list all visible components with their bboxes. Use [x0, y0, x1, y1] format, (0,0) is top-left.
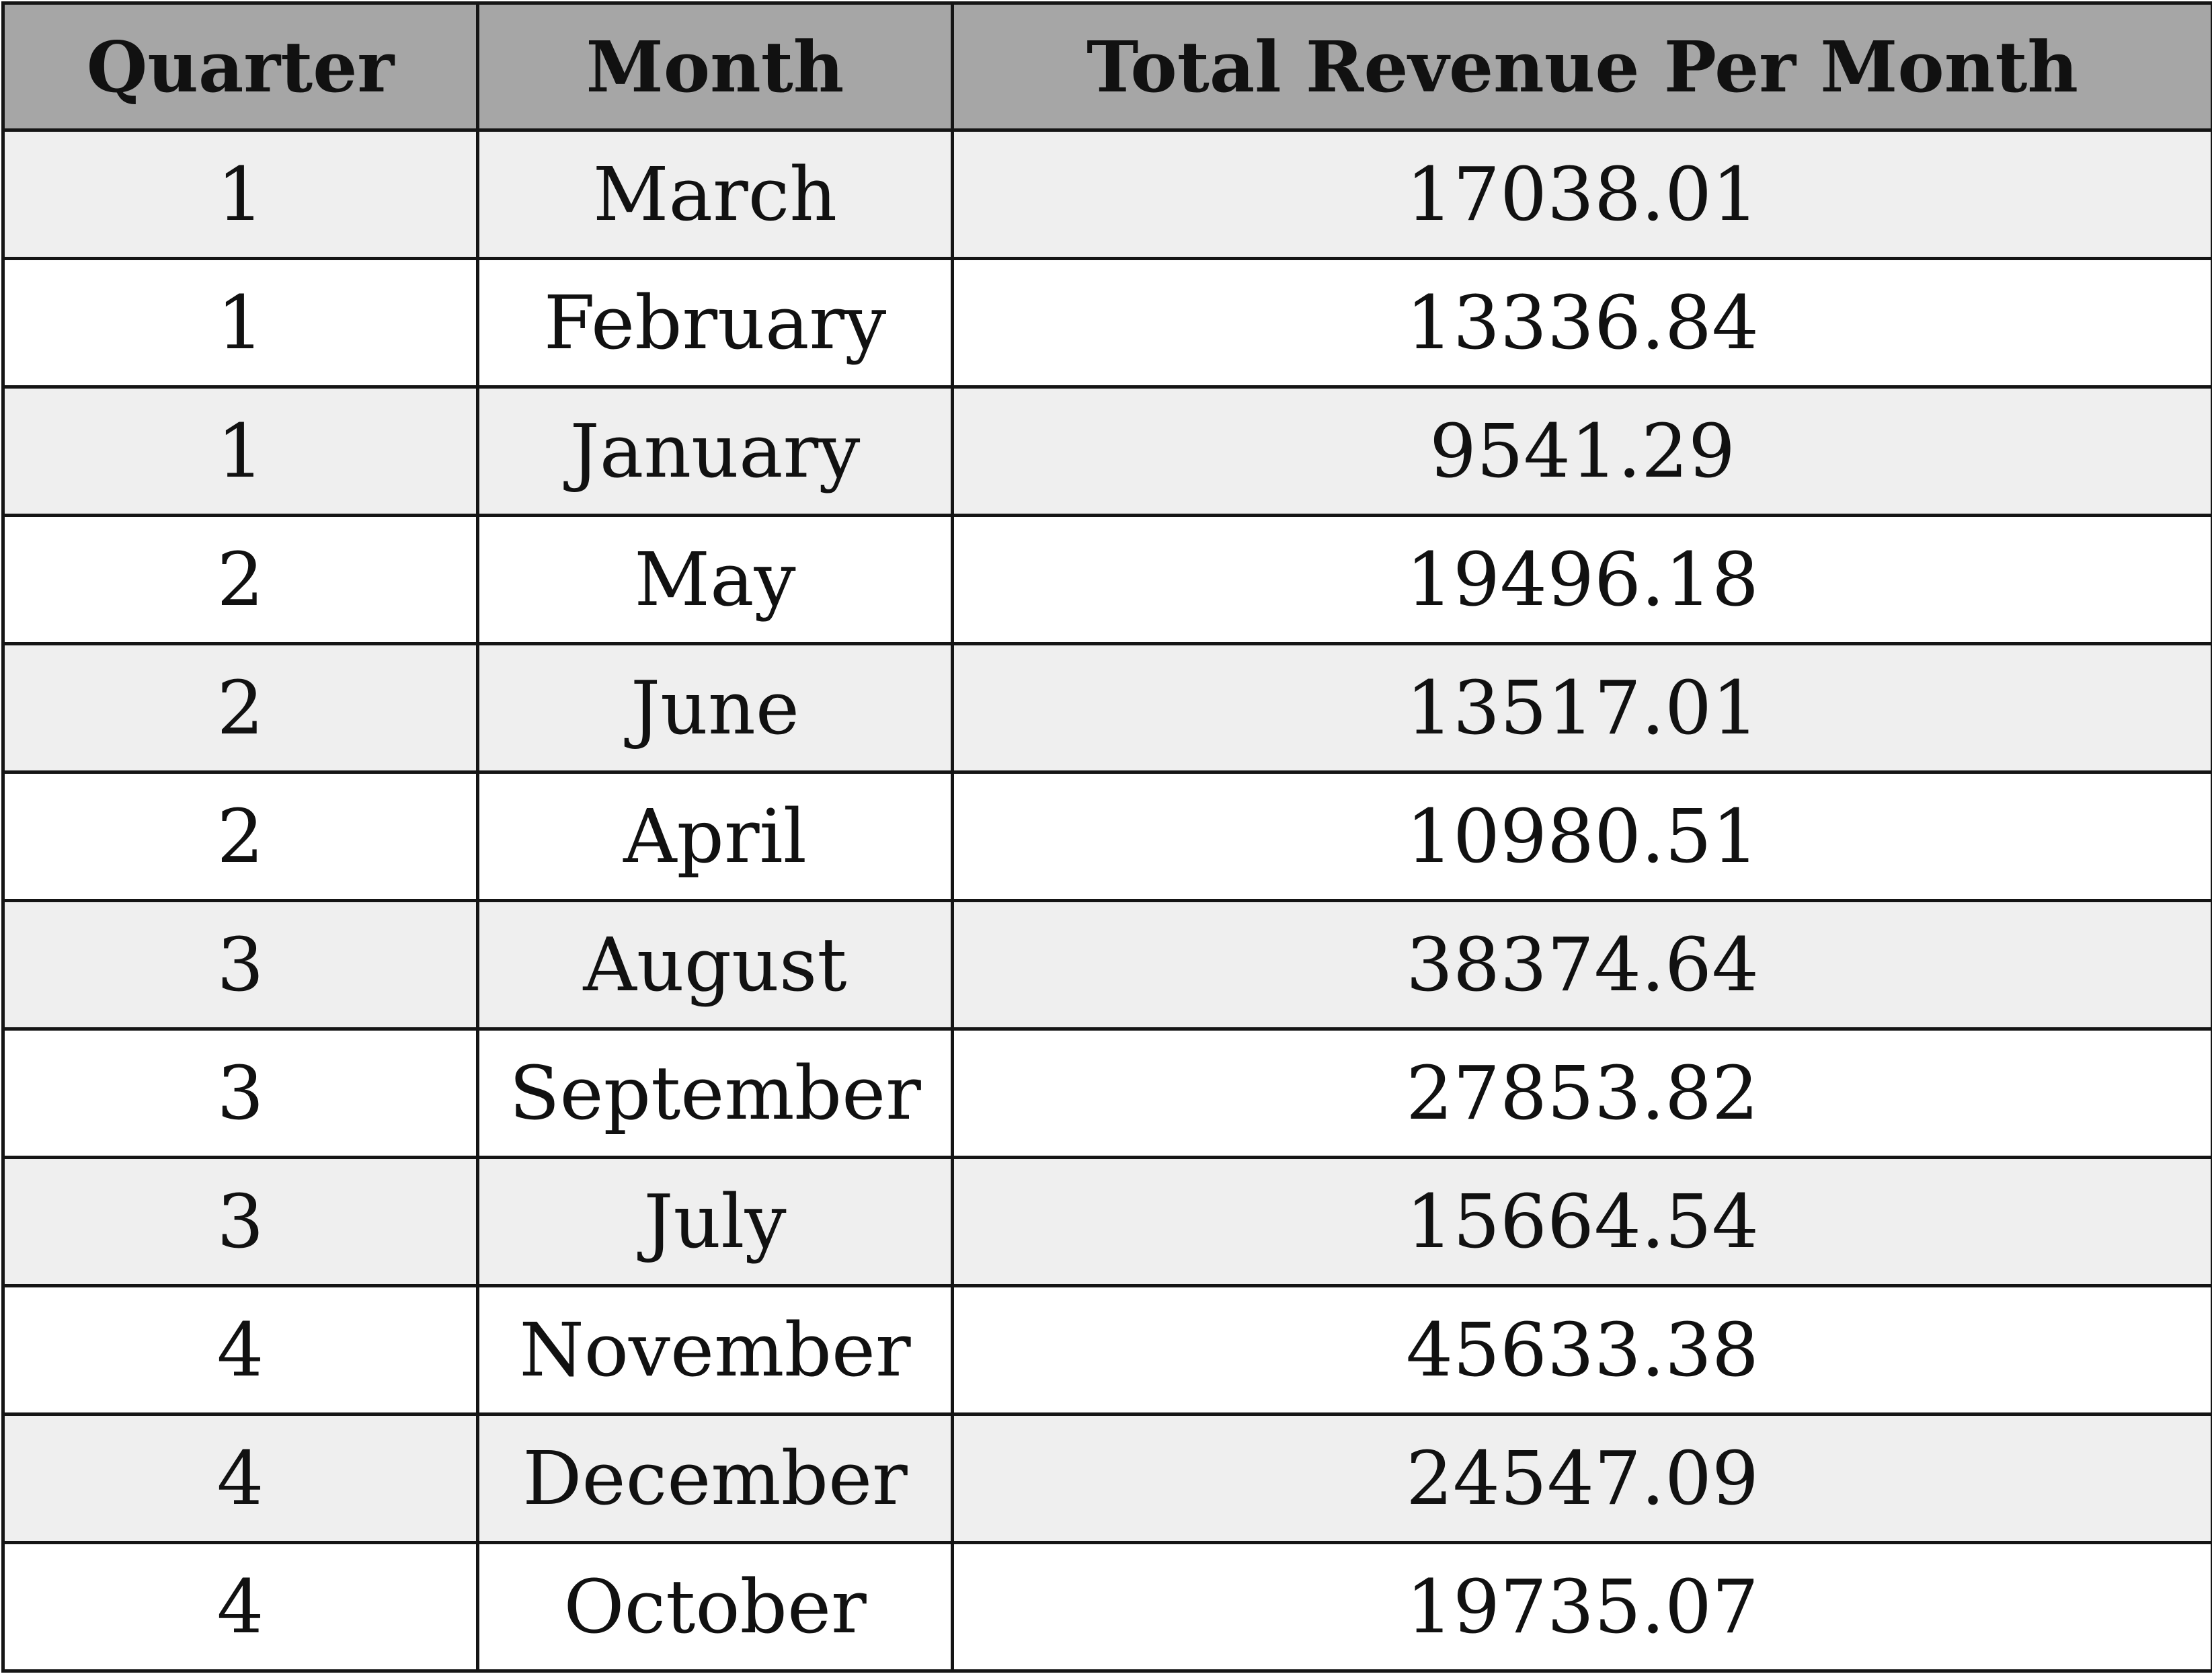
cell-quarter: 4	[1, 1284, 479, 1416]
cell-quarter: 1	[1, 385, 479, 517]
table-row: 1 February 13336.84	[1, 257, 2212, 389]
header-quarter: Quarter	[1, 1, 479, 132]
table-row: 2 June 13517.01	[1, 642, 2212, 774]
cell-month: June	[476, 642, 954, 774]
cell-quarter: 1	[1, 128, 479, 260]
header-row: Quarter Month Total Revenue Per Month	[1, 1, 2212, 132]
table-row: 3 September 27853.82	[1, 1027, 2212, 1159]
table-row: 1 January 9541.29	[1, 385, 2212, 517]
table-row: 4 November 45633.38	[1, 1284, 2212, 1416]
cell-revenue: 27853.82	[951, 1027, 2212, 1159]
cell-revenue: 10980.51	[951, 770, 2212, 902]
cell-month: January	[476, 385, 954, 517]
cell-revenue: 19735.07	[951, 1541, 2212, 1673]
cell-quarter: 4	[1, 1541, 479, 1673]
cell-revenue: 15664.54	[951, 1156, 2212, 1287]
cell-revenue: 24547.09	[951, 1412, 2212, 1544]
cell-month: March	[476, 128, 954, 260]
cell-revenue: 19496.18	[951, 514, 2212, 645]
cell-month: May	[476, 514, 954, 645]
table-row: 2 May 19496.18	[1, 514, 2212, 645]
table-row: 3 July 15664.54	[1, 1156, 2212, 1287]
cell-month: August	[476, 899, 954, 1031]
header-total-revenue: Total Revenue Per Month	[951, 1, 2212, 132]
cell-quarter: 2	[1, 770, 479, 902]
cell-revenue: 17038.01	[951, 128, 2212, 260]
cell-revenue: 45633.38	[951, 1284, 2212, 1416]
cell-revenue: 38374.64	[951, 899, 2212, 1031]
table-row: 4 December 24547.09	[1, 1412, 2212, 1544]
cell-month: October	[476, 1541, 954, 1673]
cell-quarter: 3	[1, 1156, 479, 1287]
table-row: 2 April 10980.51	[1, 770, 2212, 902]
cell-month: July	[476, 1156, 954, 1287]
cell-quarter: 4	[1, 1412, 479, 1544]
cell-month: April	[476, 770, 954, 902]
header-month: Month	[476, 1, 954, 132]
cell-revenue: 13336.84	[951, 257, 2212, 389]
table-row: 3 August 38374.64	[1, 899, 2212, 1031]
cell-quarter: 2	[1, 642, 479, 774]
cell-quarter: 1	[1, 257, 479, 389]
cell-month: February	[476, 257, 954, 389]
table-row: 1 March 17038.01	[1, 128, 2212, 260]
table-row: 4 October 19735.07	[1, 1541, 2212, 1673]
cell-month: November	[476, 1284, 954, 1416]
cell-month: September	[476, 1027, 954, 1159]
cell-quarter: 3	[1, 1027, 479, 1159]
cell-month: December	[476, 1412, 954, 1544]
cell-quarter: 2	[1, 514, 479, 645]
cell-revenue: 13517.01	[951, 642, 2212, 774]
cell-revenue: 9541.29	[951, 385, 2212, 517]
table-header: Quarter Month Total Revenue Per Month	[1, 1, 2212, 132]
table-body: 1 March 17038.01 1 February 13336.84 1 January 9…	[1, 128, 2212, 1673]
cell-quarter: 3	[1, 899, 479, 1031]
